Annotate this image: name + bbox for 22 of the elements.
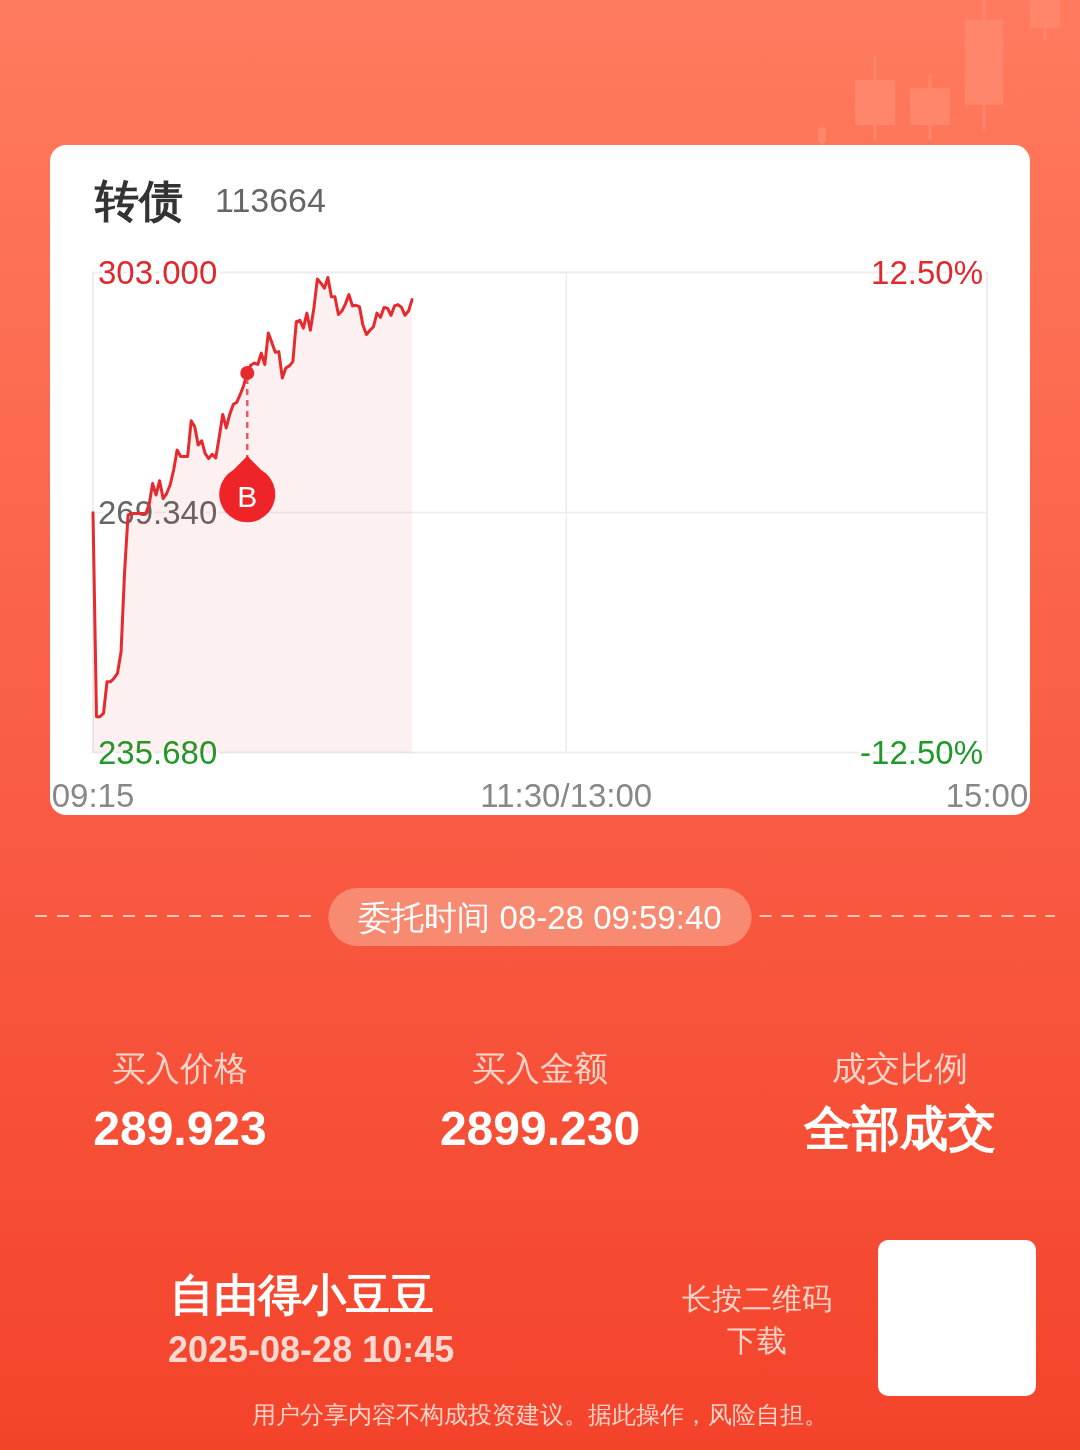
text: 成交比例 <box>832 1049 968 1087</box>
text: 全部成交 <box>803 1101 996 1155</box>
text: 买入价格 <box>112 1049 248 1087</box>
text: 委托时间 08-28 09:59:40 <box>358 898 722 936</box>
chart-subtitle: 113664 <box>215 181 326 219</box>
text: 2025-08-28 10:45 <box>168 1328 455 1370</box>
y-tick-label: 303.000 <box>98 254 218 291</box>
y2-tick-label: -12.50% <box>860 734 983 771</box>
chart-title: 转债 <box>94 175 183 225</box>
text: 下载 <box>727 1323 787 1357</box>
text: 长按二维码 <box>682 1281 832 1315</box>
x-tick-label: 09:15 <box>51 776 135 814</box>
y-tick-label: 235.680 <box>98 734 218 771</box>
y2-tick-label: 12.50% <box>871 254 983 291</box>
text: 用户分享内容不构成投资建议。据此操作，风险自担。 <box>252 1400 828 1428</box>
text: 289.923 <box>93 1101 267 1155</box>
x-tick-label: 15:00 <box>945 776 1029 814</box>
x-tick-label: 11:30/13:00 <box>480 776 653 814</box>
text: 2899.230 <box>439 1101 641 1155</box>
text: 自由得小豆豆 <box>170 1269 434 1319</box>
text: 买入金额 <box>472 1049 608 1087</box>
annotation: B <box>237 479 258 513</box>
